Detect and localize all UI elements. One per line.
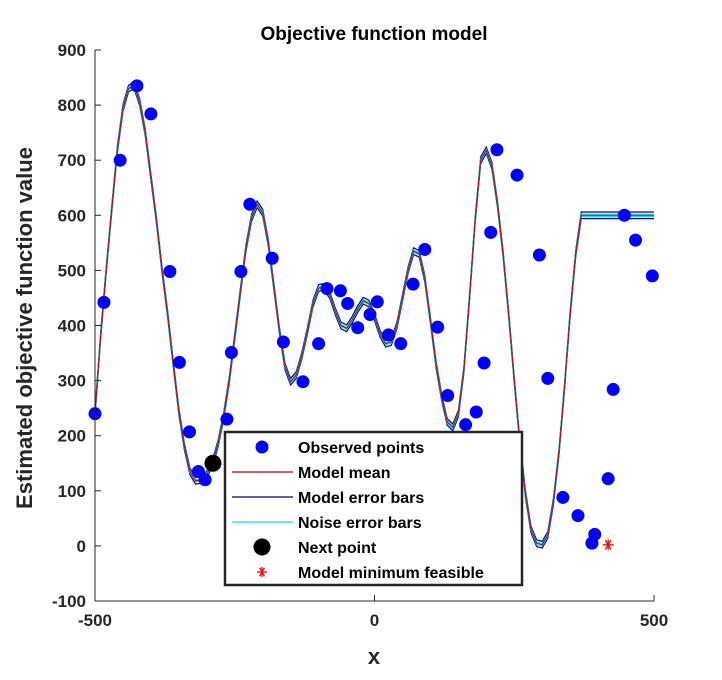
model-minimum-marker	[602, 539, 614, 551]
legend-label: Observed points	[298, 440, 424, 457]
observed-point	[645, 269, 659, 283]
observed-point	[617, 208, 631, 222]
observed-point	[532, 248, 546, 262]
legend-label: Next point	[298, 540, 377, 557]
y-tick-label: 500	[58, 261, 86, 280]
observed-point	[265, 251, 279, 265]
observed-point	[172, 355, 186, 369]
observed-point	[333, 284, 347, 298]
observed-point	[198, 473, 212, 487]
legend-observed-swatch	[255, 440, 269, 454]
y-tick-label: 0	[77, 537, 86, 556]
observed-point	[363, 307, 377, 321]
observed-point	[484, 225, 498, 239]
observed-point	[477, 356, 491, 370]
observed-point	[394, 337, 408, 351]
x-tick-label: 0	[370, 611, 379, 630]
plot-area	[88, 79, 659, 551]
observed-point	[459, 418, 473, 432]
observed-point	[556, 490, 570, 504]
observed-point	[588, 527, 602, 541]
legend-box	[223, 430, 524, 587]
observed-point	[431, 320, 445, 334]
y-tick-label: 700	[58, 151, 86, 170]
observed-point	[351, 321, 365, 335]
observed-point	[224, 345, 238, 359]
observed-point	[406, 277, 420, 291]
legend: Observed points Model mean Model error bar…	[223, 430, 524, 587]
chart-title: Objective function model	[261, 24, 488, 45]
observed-point	[130, 79, 144, 93]
y-tick-label: -100	[52, 592, 86, 611]
x-tick-label: -500	[78, 611, 112, 630]
y-tick-label: 300	[58, 372, 86, 391]
observed-point	[601, 472, 615, 486]
y-tick-label: 800	[58, 96, 86, 115]
legend-label: Noise error bars	[298, 515, 422, 532]
y-tick-label: 400	[58, 317, 86, 336]
y-tick-label: 100	[58, 482, 86, 501]
next-point-marker	[204, 454, 222, 472]
observed-point	[418, 242, 432, 256]
observed-point	[341, 296, 355, 310]
observed-point	[629, 233, 643, 247]
legend-label: Model error bars	[298, 490, 424, 507]
y-axis-label: Estimated objective function value	[12, 147, 37, 509]
legend-label: Model mean	[298, 465, 390, 482]
observed-point	[220, 412, 234, 426]
observed-point	[312, 337, 326, 351]
x-tick-label: 500	[640, 611, 668, 630]
observed-point	[370, 295, 384, 309]
observed-point	[296, 375, 310, 389]
legend-label: Model minimum feasible	[298, 565, 484, 582]
observed-point	[182, 425, 196, 439]
observed-point	[441, 388, 455, 402]
x-axis-label: x	[368, 644, 381, 669]
y-tick-label: 600	[58, 206, 86, 225]
axes-layer: -100 0 100 200 300 400 500 600 700 800 900 -500 0 500	[52, 41, 668, 630]
observed-point	[490, 143, 504, 157]
observed-point	[144, 107, 158, 121]
observed-point	[541, 371, 555, 385]
observed-point	[469, 405, 483, 419]
observed-point	[606, 382, 620, 396]
observed-point	[113, 153, 127, 167]
observed-point	[276, 335, 290, 349]
observed-point	[510, 168, 524, 182]
observed-point	[571, 509, 585, 523]
observed-point	[97, 295, 111, 309]
legend-next-swatch	[253, 538, 271, 556]
observed-point	[163, 265, 177, 279]
observed-point	[243, 197, 257, 211]
y-tick-label: 200	[58, 427, 86, 446]
observed-point	[381, 328, 395, 342]
observed-point	[320, 282, 334, 296]
y-tick-label: 900	[58, 41, 86, 60]
observed-point	[234, 265, 248, 279]
legend-minimum-swatch	[257, 567, 267, 577]
